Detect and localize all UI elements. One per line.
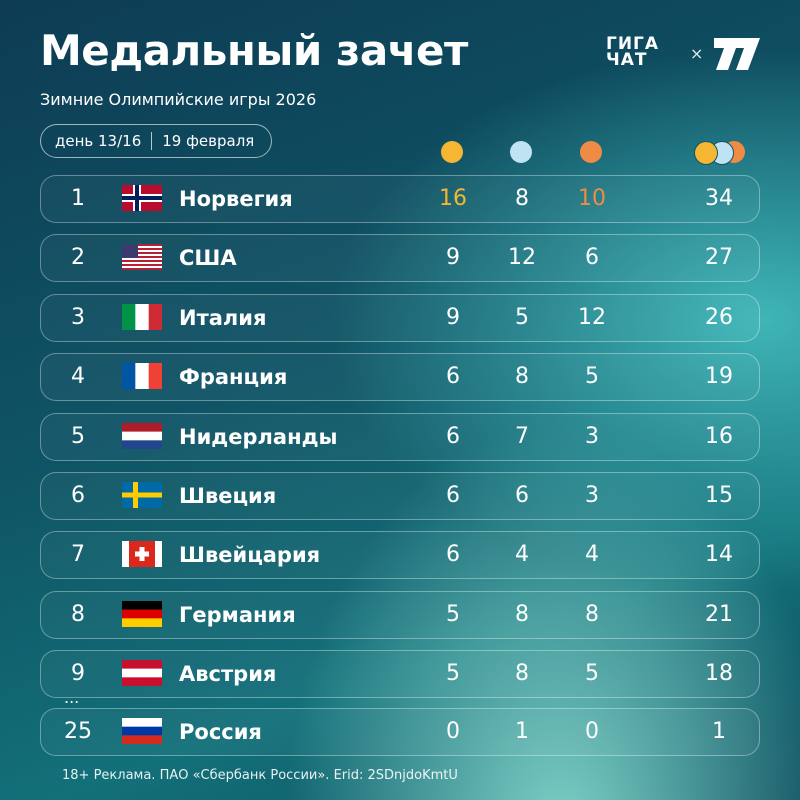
total-count: 19 — [705, 364, 733, 390]
total-count: 18 — [705, 661, 733, 687]
flag — [122, 482, 162, 508]
ellipsis: ... — [64, 688, 80, 707]
logo-text: ГИГА — [606, 34, 660, 54]
rank: 1 — [71, 186, 85, 211]
silver-count: 8 — [515, 601, 529, 627]
gold-count: 5 — [446, 601, 460, 627]
bronze-count: 8 — [585, 601, 599, 627]
gold-count: 9 — [446, 245, 460, 271]
flag — [122, 185, 162, 211]
total-count: 21 — [705, 601, 733, 627]
total-icon — [694, 141, 718, 165]
footer: 18+ Реклама. ПАО «Сбербанк России». Erid… — [62, 768, 458, 783]
rank: 3 — [71, 304, 85, 330]
flag — [122, 303, 162, 330]
rank: 7 — [71, 542, 85, 568]
bronze-count: 4 — [585, 542, 599, 568]
logo-separator: × — [690, 44, 704, 63]
bronze-count: 0 — [585, 719, 599, 744]
total-count: 15 — [705, 483, 733, 508]
gold-count: 6 — [446, 542, 460, 568]
country: Нидерланды — [179, 424, 338, 449]
flag — [122, 600, 162, 627]
country: Франция — [179, 365, 288, 390]
table-row: 5 Нидерланды 6 7 3 16 — [40, 412, 760, 461]
logo: ГИГА ЧАТ — [606, 34, 660, 70]
gold-icon — [441, 141, 463, 163]
country: США — [179, 246, 237, 271]
table-row: 8 Германия 5 8 8 21 — [40, 590, 760, 639]
silver-count: 5 — [515, 304, 529, 330]
flag — [122, 541, 162, 568]
country: Австрия — [179, 662, 277, 687]
rank: 2 — [71, 245, 85, 271]
total-count: 27 — [705, 245, 733, 271]
country: Швеция — [179, 484, 277, 508]
table-row: 6 Швеция 6 6 3 15 — [40, 472, 760, 520]
rank: 9 — [71, 661, 85, 687]
table-row: 7 Швейцария 6 4 4 14 — [40, 531, 760, 580]
date: 19 февраля — [151, 132, 264, 150]
rank: 6 — [71, 483, 85, 508]
logo-text: ЧАТ — [606, 50, 648, 70]
partner-logo — [714, 38, 760, 70]
total-count: 26 — [705, 304, 733, 330]
silver-count: 8 — [515, 661, 529, 687]
bronze-count: 3 — [585, 423, 599, 449]
silver-count: 8 — [515, 186, 529, 211]
bronze-count: 5 — [585, 661, 599, 687]
flag — [122, 718, 162, 744]
flag — [122, 660, 162, 687]
country: Россия — [179, 720, 262, 744]
country: Германия — [179, 602, 296, 627]
bronze-count: 12 — [578, 304, 606, 330]
bronze-icon — [580, 141, 602, 163]
silver-count: 8 — [515, 364, 529, 390]
flag — [122, 363, 162, 390]
silver-icon — [510, 141, 532, 163]
gold-count: 6 — [446, 364, 460, 390]
table-row: 2 США 9 12 6 27 — [40, 234, 760, 283]
gold-count: 0 — [446, 719, 460, 744]
date-badge: день 13/16 19 февраля — [40, 124, 272, 158]
bronze-count: 3 — [585, 483, 599, 508]
country: Норвегия — [179, 187, 293, 211]
flag — [122, 422, 162, 449]
table-row: 4 Франция 6 8 5 19 — [40, 353, 760, 402]
silver-count: 6 — [515, 483, 529, 508]
total-count: 16 — [705, 423, 733, 449]
silver-count: 1 — [515, 719, 529, 744]
gold-count: 6 — [446, 483, 460, 508]
total-count: 14 — [705, 542, 733, 568]
gold-count: 16 — [439, 186, 467, 211]
country: Италия — [179, 305, 267, 330]
gold-count: 5 — [446, 661, 460, 687]
country: Швейцария — [179, 543, 321, 568]
title: Медальный зачет — [40, 26, 468, 75]
gold-count: 6 — [446, 423, 460, 449]
total-count: 34 — [705, 186, 733, 211]
rank: 25 — [64, 719, 92, 744]
table-row: 1 Норвегия 16 8 10 34 — [40, 175, 760, 223]
subtitle: Зимние Олимпийские игры 2026 — [40, 90, 317, 109]
bronze-count: 5 — [585, 364, 599, 390]
bronze-count: 6 — [585, 245, 599, 271]
gold-count: 9 — [446, 304, 460, 330]
table-row: 3 Италия 9 5 12 26 — [40, 293, 760, 342]
day: день 13/16 — [55, 132, 142, 150]
rank: 8 — [71, 601, 85, 627]
rank: 4 — [71, 364, 85, 390]
rank: 5 — [71, 423, 85, 449]
silver-count: 7 — [515, 423, 529, 449]
flag — [122, 244, 162, 271]
bronze-count: 10 — [578, 186, 606, 211]
table-row: 9 Австрия 5 8 5 18 — [40, 650, 760, 699]
total-count: 1 — [712, 719, 726, 744]
table-row: 25 Россия 0 1 0 1 — [40, 708, 760, 756]
silver-count: 12 — [508, 245, 536, 271]
silver-count: 4 — [515, 542, 529, 568]
